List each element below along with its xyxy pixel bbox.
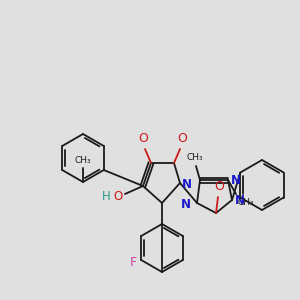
Text: O: O [214,180,224,193]
Text: F: F [130,256,137,268]
Text: N: N [231,173,241,187]
Text: O: O [114,190,123,202]
Text: N: N [235,194,245,208]
Text: H: H [102,190,111,202]
Text: CH₃: CH₃ [237,198,253,207]
Text: CH₃: CH₃ [75,156,91,165]
Text: N: N [181,199,191,212]
Text: N: N [182,178,192,190]
Text: O: O [138,132,148,145]
Text: O: O [177,132,187,145]
Text: CH₃: CH₃ [187,153,203,162]
